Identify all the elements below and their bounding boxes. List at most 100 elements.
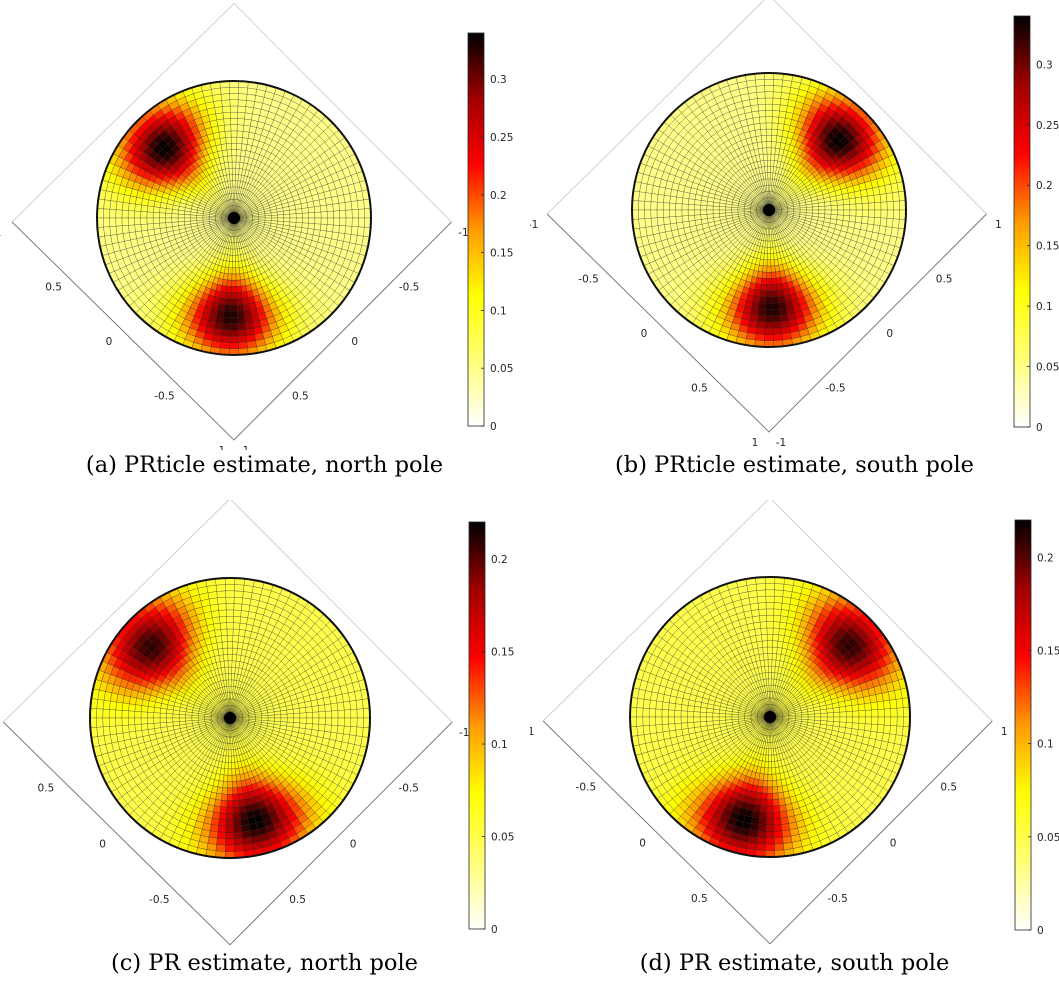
surface-cell bbox=[147, 199, 156, 207]
surface-cell bbox=[237, 310, 245, 318]
surface-cell bbox=[300, 227, 309, 234]
surface-cell bbox=[236, 292, 243, 300]
surface-cell bbox=[229, 254, 233, 262]
surface-cell bbox=[770, 166, 774, 174]
surface-cell bbox=[694, 204, 701, 211]
axis-back-lines bbox=[2, 500, 453, 723]
surface-cell bbox=[682, 191, 691, 199]
surface-cell bbox=[830, 209, 838, 215]
x-tick-label: -0.5 bbox=[149, 894, 170, 906]
x-tick-label: -1 bbox=[215, 445, 225, 450]
y-tick-label: -1 bbox=[458, 227, 468, 239]
surface-cell bbox=[320, 211, 328, 219]
surface-cell bbox=[228, 673, 232, 681]
surface-cell bbox=[229, 99, 239, 107]
surface-cell bbox=[146, 223, 155, 231]
surface-cell bbox=[836, 214, 844, 221]
surface-cell bbox=[774, 147, 781, 156]
colorbar-tick-label: 0.2 bbox=[490, 190, 507, 202]
surface-cell bbox=[224, 124, 232, 132]
surface-cell bbox=[824, 213, 832, 219]
surface-cell bbox=[228, 679, 232, 687]
x-tick-label: 0.5 bbox=[45, 281, 62, 293]
surface-cell bbox=[772, 302, 780, 310]
surface-cell bbox=[893, 200, 900, 211]
surface-cell bbox=[204, 716, 212, 719]
surface-cell bbox=[712, 205, 720, 211]
surface-cell bbox=[861, 202, 869, 211]
surface-cell bbox=[159, 207, 167, 214]
surface-cell bbox=[178, 714, 186, 719]
surface-cell bbox=[225, 285, 232, 293]
surface-cell bbox=[764, 240, 769, 248]
y-tick-label: 0 bbox=[350, 838, 357, 850]
surface-cell bbox=[271, 217, 278, 222]
surface-cell bbox=[231, 273, 237, 281]
surface-cell bbox=[772, 85, 783, 93]
surface-cell bbox=[230, 124, 238, 132]
surface-cell bbox=[221, 279, 228, 287]
surface-cell bbox=[775, 141, 782, 149]
surface-cell bbox=[140, 223, 148, 232]
colorbar-tick-label: 0.25 bbox=[1036, 120, 1059, 132]
surface-cell bbox=[638, 200, 645, 211]
surface-cell bbox=[231, 267, 237, 275]
y-tick-label: 0.5 bbox=[289, 894, 306, 906]
surface-cell bbox=[688, 198, 696, 205]
surface-cell bbox=[811, 212, 819, 218]
surface-cell bbox=[146, 211, 154, 219]
surface-cell bbox=[215, 216, 222, 219]
surface-cell bbox=[760, 277, 767, 285]
surface-cell bbox=[159, 212, 166, 219]
surface-cell bbox=[767, 247, 771, 254]
surface-cell bbox=[842, 198, 850, 205]
surface-cell bbox=[229, 336, 239, 343]
surface-cell bbox=[769, 172, 774, 180]
surface-cell bbox=[223, 774, 229, 782]
surface-cell bbox=[757, 308, 766, 316]
surface-cell bbox=[221, 329, 231, 337]
surface-cell bbox=[235, 168, 240, 175]
surface-cell bbox=[232, 174, 236, 181]
surface-cell bbox=[230, 298, 238, 306]
surface-cell bbox=[662, 202, 670, 211]
x-tick-label: -1 bbox=[530, 219, 538, 231]
surface-cell bbox=[787, 209, 795, 212]
surface-cell bbox=[766, 153, 772, 161]
surface-cell bbox=[694, 199, 702, 206]
surface-cell bbox=[230, 317, 238, 324]
surface-cell bbox=[184, 210, 192, 216]
surface-cell bbox=[228, 762, 232, 770]
surface-cell bbox=[220, 341, 230, 349]
surface-cell bbox=[644, 218, 653, 228]
surface-cell bbox=[873, 194, 882, 203]
y-tick-label: 0 bbox=[351, 336, 358, 348]
hemisphere-rim bbox=[631, 72, 907, 348]
surface-cell bbox=[764, 97, 774, 105]
surface-cell bbox=[663, 195, 671, 204]
surface-cell bbox=[847, 221, 856, 229]
surface-cell bbox=[759, 296, 767, 304]
surface-cell bbox=[772, 308, 781, 316]
surface-cell bbox=[731, 207, 739, 211]
surface-cell bbox=[225, 755, 229, 763]
surface-cell bbox=[237, 323, 246, 331]
surface-cell bbox=[765, 110, 773, 117]
hemisphere-plot-c: 110.50.500-0.5-0.5-1-100.050.10.150.2 bbox=[2, 500, 514, 950]
surface-cell bbox=[152, 212, 160, 219]
surface-cell bbox=[280, 713, 288, 719]
surface-cell bbox=[638, 209, 645, 220]
surface-cell bbox=[772, 91, 782, 99]
surface-cell bbox=[229, 342, 239, 349]
surface-cell bbox=[166, 713, 174, 719]
surface-cell bbox=[235, 654, 242, 662]
surface-cell bbox=[766, 135, 772, 142]
surface-cell bbox=[861, 195, 869, 204]
surface-cell bbox=[274, 717, 282, 722]
surface-cell bbox=[222, 272, 229, 281]
surface-cell bbox=[669, 209, 677, 218]
surface-cell bbox=[760, 135, 767, 143]
x-tick-label: 0.5 bbox=[38, 783, 55, 795]
surface-cell bbox=[283, 217, 291, 223]
